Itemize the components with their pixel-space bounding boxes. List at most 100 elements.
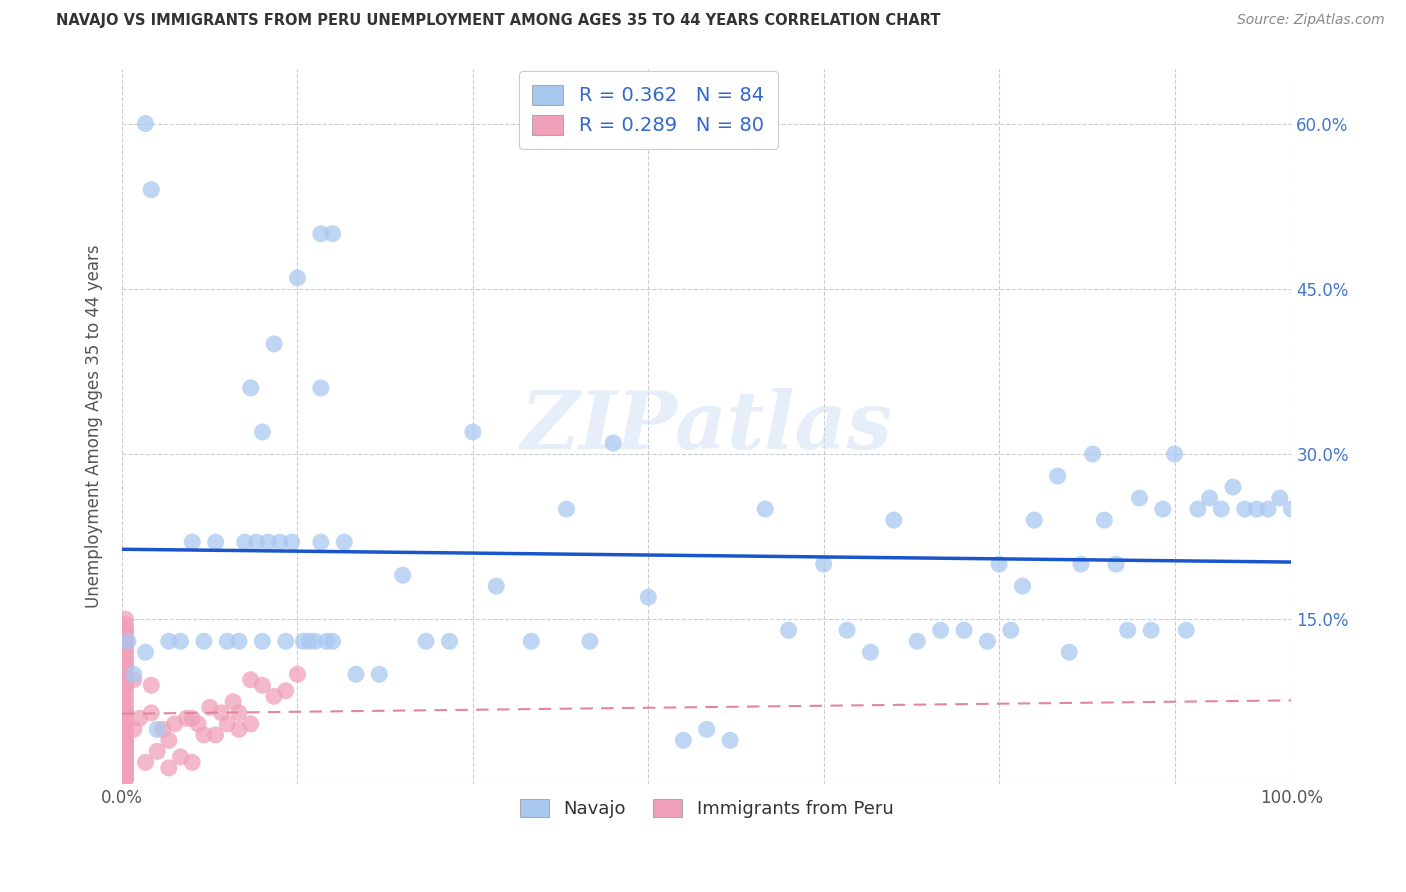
Point [146,723,169,737]
Point [718,733,741,747]
Point [1233,502,1256,516]
Point [114,728,136,742]
Point [141,183,163,197]
Point [1000,624,1022,638]
Point [859,645,882,659]
Point [228,723,250,737]
Point [555,502,578,516]
Point [114,739,136,753]
Point [114,650,136,665]
Text: NAVAJO VS IMMIGRANTS FROM PERU UNEMPLOYMENT AMONG AGES 35 TO 44 YEARS CORRELATIO: NAVAJO VS IMMIGRANTS FROM PERU UNEMPLOYM… [56,13,941,29]
Point [217,634,239,648]
Point [1222,480,1244,494]
Point [114,772,136,786]
Point [114,700,136,714]
Point [176,711,198,725]
Point [461,425,484,439]
Point [263,690,285,704]
Point [1070,557,1092,571]
Point [602,436,624,450]
Point [344,667,367,681]
Point [114,731,136,746]
Point [181,535,204,549]
Point [1116,624,1139,638]
Point [1268,491,1291,505]
Point [1046,469,1069,483]
Point [204,535,226,549]
Point [204,728,226,742]
Point [1140,624,1163,638]
Point [114,742,136,756]
Point [287,667,309,681]
Point [1163,447,1185,461]
Point [114,662,136,676]
Point [309,535,332,549]
Point [157,761,180,775]
Point [193,634,215,648]
Point [114,735,136,749]
Point [298,634,321,648]
Point [114,750,136,764]
Point [1059,645,1081,659]
Point [1281,502,1303,516]
Point [1198,491,1220,505]
Point [1081,447,1104,461]
Text: ZIPatlas: ZIPatlas [520,388,893,466]
Point [1011,579,1033,593]
Point [114,678,136,692]
Point [754,502,776,516]
Point [169,750,191,764]
Point [280,535,302,549]
Point [672,733,695,747]
Point [368,667,391,681]
Point [114,753,136,767]
Point [114,772,136,786]
Point [163,716,186,731]
Point [114,657,136,671]
Point [905,634,928,648]
Point [252,634,274,648]
Point [309,381,332,395]
Point [114,624,136,638]
Point [134,756,156,770]
Point [114,761,136,775]
Point [239,381,262,395]
Point [485,579,508,593]
Point [391,568,413,582]
Point [141,706,163,720]
Point [114,690,136,704]
Point [239,716,262,731]
Point [1024,513,1046,527]
Point [134,645,156,659]
Point [439,634,461,648]
Point [114,766,136,780]
Point [778,624,800,638]
Point [114,723,136,737]
Point [114,733,136,747]
Point [114,711,136,725]
Point [114,706,136,720]
Point [245,535,267,549]
Point [141,678,163,692]
Point [1105,557,1128,571]
Point [114,629,136,643]
Point [1128,491,1150,505]
Point [228,634,250,648]
Point [114,747,136,762]
Point [114,673,136,687]
Point [128,711,150,725]
Point [117,634,139,648]
Point [1152,502,1174,516]
Point [696,723,718,737]
Point [146,744,169,758]
Point [114,706,136,720]
Point [252,678,274,692]
Point [287,270,309,285]
Point [520,634,543,648]
Point [217,716,239,731]
Point [157,634,180,648]
Point [1246,502,1268,516]
Point [228,706,250,720]
Point [114,645,136,659]
Point [1175,624,1198,638]
